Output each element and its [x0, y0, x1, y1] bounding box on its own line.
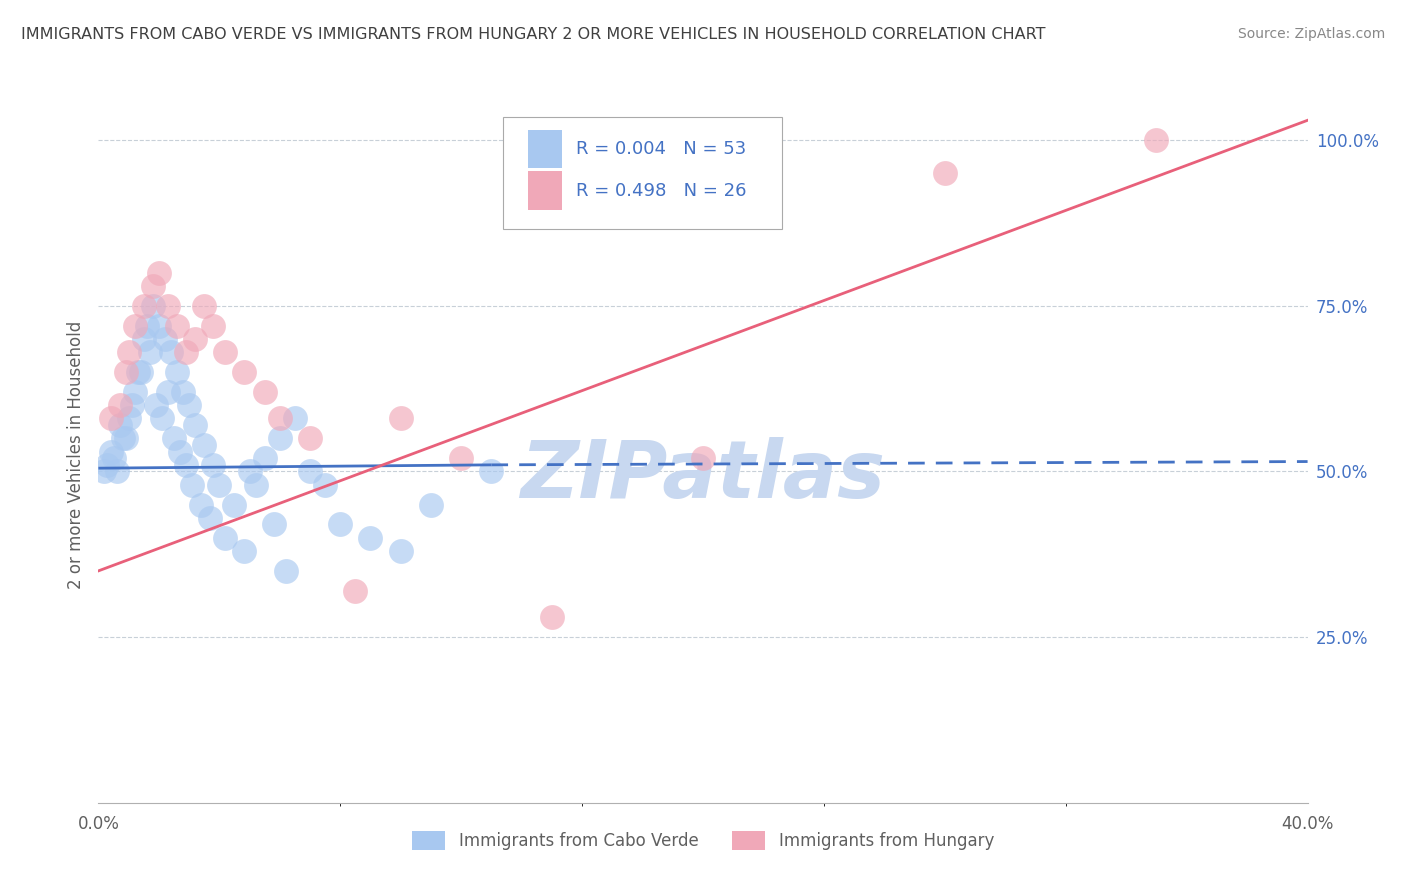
Point: [420, 498, 443, 512]
Point: [269, 411, 291, 425]
Point: [450, 451, 472, 466]
Point: [190, 498, 212, 512]
Point: [100, 444, 122, 458]
Point: [96, 458, 118, 472]
Point: [148, 266, 170, 280]
Point: [360, 531, 382, 545]
Point: [239, 465, 262, 479]
Point: [93, 465, 115, 479]
Point: [132, 332, 155, 346]
Point: [274, 564, 297, 578]
Point: [389, 544, 412, 558]
Point: [142, 299, 165, 313]
Text: R = 0.498   N = 26: R = 0.498 N = 26: [576, 182, 747, 200]
Point: [135, 318, 157, 333]
Point: [284, 411, 307, 425]
Point: [181, 477, 204, 491]
Point: [224, 498, 246, 512]
Text: ZIPatlas: ZIPatlas: [520, 437, 886, 515]
Point: [202, 318, 225, 333]
FancyBboxPatch shape: [503, 118, 782, 229]
Point: [269, 431, 291, 445]
Point: [118, 345, 141, 359]
Text: Source: ZipAtlas.com: Source: ZipAtlas.com: [1237, 27, 1385, 41]
Point: [166, 365, 188, 379]
Point: [103, 451, 125, 466]
Point: [208, 477, 231, 491]
Point: [389, 411, 412, 425]
Point: [108, 418, 131, 433]
Point: [127, 365, 149, 379]
Point: [169, 444, 191, 458]
Point: [193, 299, 215, 313]
Point: [114, 365, 136, 379]
Point: [253, 451, 276, 466]
Point: [139, 345, 162, 359]
Point: [314, 477, 336, 491]
Text: IMMIGRANTS FROM CABO VERDE VS IMMIGRANTS FROM HUNGARY 2 OR MORE VEHICLES IN HOUS: IMMIGRANTS FROM CABO VERDE VS IMMIGRANTS…: [21, 27, 1046, 42]
Point: [692, 451, 714, 466]
Point: [145, 398, 167, 412]
Point: [153, 332, 176, 346]
Bar: [527, 171, 561, 210]
Point: [184, 418, 207, 433]
Point: [232, 365, 254, 379]
Point: [166, 318, 188, 333]
Point: [118, 411, 141, 425]
Point: [156, 384, 179, 399]
Point: [232, 544, 254, 558]
Text: R = 0.004   N = 53: R = 0.004 N = 53: [576, 140, 747, 158]
Point: [121, 398, 143, 412]
Point: [160, 345, 183, 359]
Point: [163, 431, 186, 445]
Point: [184, 332, 207, 346]
Point: [299, 431, 322, 445]
Point: [150, 411, 173, 425]
Point: [329, 517, 352, 532]
Point: [132, 299, 155, 313]
Point: [481, 465, 503, 479]
Point: [193, 438, 215, 452]
Point: [934, 166, 956, 180]
Point: [108, 398, 131, 412]
Point: [142, 279, 165, 293]
Y-axis label: 2 or more Vehicles in Household: 2 or more Vehicles in Household: [66, 321, 84, 589]
Point: [174, 345, 197, 359]
Point: [200, 511, 222, 525]
Point: [148, 318, 170, 333]
Point: [1146, 133, 1168, 147]
Bar: [527, 129, 561, 168]
Point: [253, 384, 276, 399]
Point: [214, 531, 236, 545]
Point: [111, 431, 134, 445]
Point: [263, 517, 285, 532]
Point: [114, 431, 136, 445]
Legend: Immigrants from Cabo Verde, Immigrants from Hungary: Immigrants from Cabo Verde, Immigrants f…: [405, 824, 1001, 857]
Point: [214, 345, 236, 359]
Point: [156, 299, 179, 313]
Point: [174, 458, 197, 472]
Point: [172, 384, 194, 399]
Point: [344, 583, 367, 598]
Point: [179, 398, 201, 412]
Point: [124, 318, 146, 333]
Point: [129, 365, 152, 379]
Point: [100, 411, 122, 425]
Point: [105, 465, 128, 479]
Point: [245, 477, 267, 491]
Point: [124, 384, 146, 399]
Point: [540, 610, 562, 624]
Point: [299, 465, 322, 479]
Point: [202, 458, 225, 472]
